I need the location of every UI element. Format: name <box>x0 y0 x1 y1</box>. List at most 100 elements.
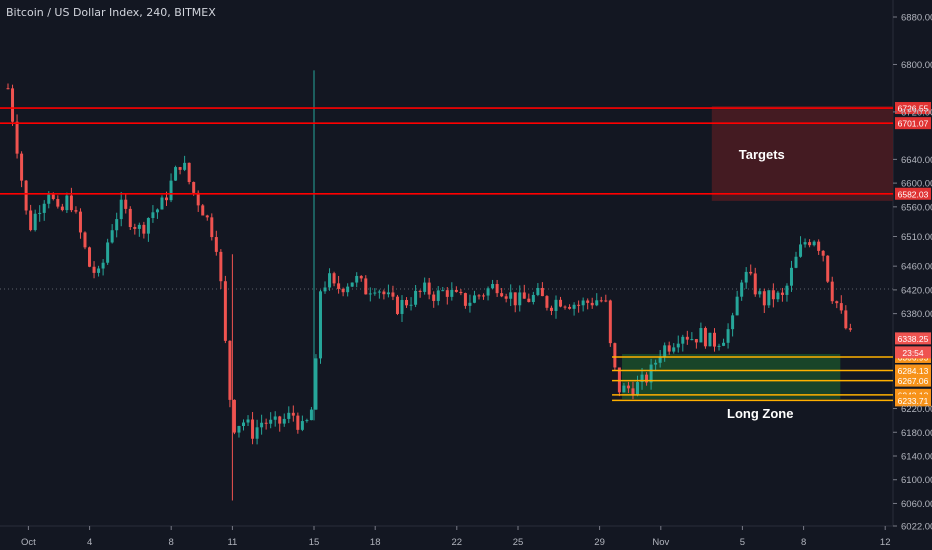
y-tick-label: 6380.00 <box>901 309 932 320</box>
candle-down <box>631 388 635 396</box>
candle-down <box>835 301 839 304</box>
grid <box>0 0 894 527</box>
candle-down <box>454 289 458 292</box>
candle-up <box>414 290 418 305</box>
zone-level-tag[interactable] <box>895 374 931 387</box>
countdown-tag[interactable] <box>895 346 931 359</box>
candle-up <box>531 294 535 302</box>
candle-up <box>246 419 250 423</box>
target-level-tag[interactable] <box>895 117 931 130</box>
chart-title: Bitcoin / US Dollar Index, 240, BITMEX <box>6 6 216 19</box>
candle-up <box>255 427 259 439</box>
candle-down <box>568 306 572 309</box>
candle-down <box>749 271 753 274</box>
candle-up <box>640 374 644 383</box>
candle-down <box>545 296 549 308</box>
candle-down <box>703 328 707 347</box>
candle-up <box>486 288 490 296</box>
level-tag-label: 6267.06 <box>898 376 929 386</box>
target-level-tag[interactable] <box>895 102 931 115</box>
candle-up <box>441 290 445 292</box>
candle-down <box>223 281 227 341</box>
candle-down <box>418 290 422 292</box>
candle-up <box>323 287 327 292</box>
time-axis[interactable]: Oct 4 8 11 15 18 22 25 29 Nov 5 8 12 <box>21 526 890 548</box>
current-price-tag[interactable] <box>895 332 931 345</box>
y-tick-label: 6060.00 <box>901 499 932 510</box>
candle-down <box>830 281 834 302</box>
candle-up <box>386 292 390 295</box>
countdown-label: 23:54 <box>902 348 924 358</box>
candle-down <box>780 292 784 295</box>
level-tag-label: 6701.07 <box>898 119 929 129</box>
y-tick-label: 6460.00 <box>901 262 932 273</box>
candle-down <box>83 232 87 248</box>
candle-up <box>328 273 332 288</box>
candle-up <box>110 230 114 243</box>
candle-up <box>273 416 277 420</box>
candle-up <box>722 342 726 346</box>
y-tick-label: 6220.00 <box>901 404 932 415</box>
candle-up <box>260 422 264 428</box>
candle-up <box>377 291 381 293</box>
candle-up <box>491 284 495 289</box>
candle-up <box>472 295 476 303</box>
price-axis[interactable]: 6880.00 6800.00 6720.00 6640.00 6600.00 6560.… <box>893 13 932 533</box>
candle-up <box>436 290 440 301</box>
candle-up <box>47 194 51 204</box>
candle-up <box>789 267 793 286</box>
candle-down <box>332 273 336 284</box>
candle-up <box>300 421 304 430</box>
candle-down <box>364 278 368 295</box>
candle-down <box>477 295 481 297</box>
candle-up <box>33 213 37 231</box>
candle-up <box>368 293 372 295</box>
x-tick-label: 8 <box>801 537 806 548</box>
candle-up <box>654 362 658 365</box>
target-level-tag[interactable] <box>895 187 931 200</box>
candle-up <box>174 167 178 181</box>
candle-down <box>251 419 255 439</box>
candle-up <box>241 422 245 427</box>
candle-up <box>160 197 164 210</box>
candle-down <box>296 415 300 430</box>
candle-down <box>391 292 395 297</box>
candle-up <box>776 292 780 300</box>
candle-up <box>622 385 626 393</box>
candle-down <box>826 255 830 282</box>
y-tick-label: 6600.00 <box>901 179 932 190</box>
candle-down <box>165 197 169 201</box>
candle-down <box>694 339 698 343</box>
candle-up <box>740 282 744 297</box>
current-price-label: 6338.25 <box>898 334 929 344</box>
candle-down <box>599 300 603 302</box>
zone-level-tag[interactable] <box>895 394 931 407</box>
zone-level-tag[interactable] <box>895 364 931 377</box>
candle-up <box>595 300 599 306</box>
candle-down <box>359 275 363 279</box>
candle-up <box>799 244 803 257</box>
candle-up <box>681 336 685 344</box>
candle-up <box>690 339 694 341</box>
y-tick-label: 6180.00 <box>901 428 932 439</box>
candle-up <box>373 292 377 294</box>
candle-up <box>151 212 155 219</box>
candle-up <box>146 218 150 234</box>
candle-down <box>540 287 544 297</box>
candle-down <box>604 300 608 302</box>
candle-down <box>142 224 146 234</box>
candle-up <box>785 285 789 295</box>
candle-up <box>400 299 404 314</box>
y-tick-label: 6880.00 <box>901 13 932 24</box>
candle-up <box>812 241 816 246</box>
candle-up <box>287 412 291 419</box>
horizontal-levels[interactable]: 6726.556701.076582.036306.956284.136267.… <box>0 102 931 407</box>
candle-down <box>51 194 55 200</box>
candle-up <box>101 262 105 269</box>
x-tick-label: Oct <box>21 537 36 548</box>
candle-up <box>305 420 309 422</box>
candle-down <box>762 291 766 306</box>
candle-up <box>554 299 558 311</box>
candle-down <box>74 210 78 212</box>
